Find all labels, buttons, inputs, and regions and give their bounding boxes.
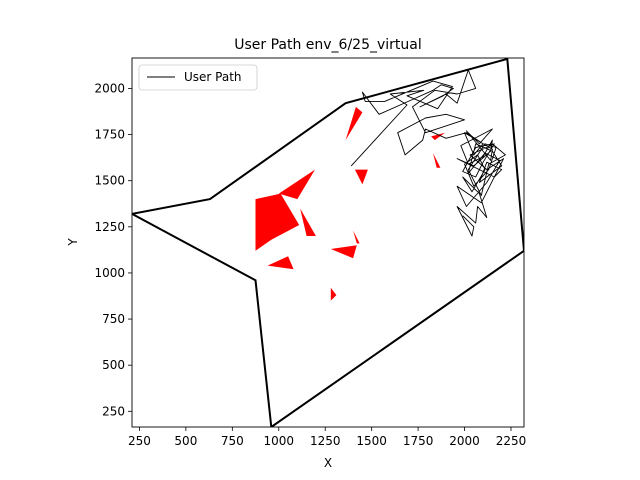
- chart-title: User Path env_6/25_virtual: [234, 37, 422, 53]
- x-tick-label: 250: [128, 434, 151, 448]
- x-tick-label: 750: [221, 434, 244, 448]
- legend: User Path: [138, 64, 258, 91]
- x-tick-label: 1000: [263, 434, 294, 448]
- x-tick-label: 2000: [449, 434, 480, 448]
- obstacle-3: [300, 208, 316, 236]
- x-tick-label: 500: [174, 434, 197, 448]
- obstacle-1: [255, 193, 300, 251]
- y-tick-label: 500: [102, 358, 125, 372]
- y-tick-label: 750: [102, 312, 125, 326]
- obstacle-9: [330, 287, 337, 301]
- y-tick-label: 250: [102, 404, 125, 418]
- series-user-path: [350, 69, 506, 237]
- obstacle-7: [353, 230, 360, 244]
- obstacle-6: [330, 245, 357, 259]
- x-tick-label: 1500: [356, 434, 387, 448]
- plot-frame: [131, 57, 525, 428]
- plot-layer: [132, 58, 524, 427]
- obstacle-10: [431, 132, 445, 141]
- obstacle-11: [433, 153, 441, 168]
- legend-entry-user-path: User Path: [184, 70, 242, 84]
- x-tick-label: 2250: [496, 434, 527, 448]
- y-tick-label: 1500: [94, 174, 125, 188]
- obstacle-2: [278, 169, 315, 200]
- obstacle-8: [267, 256, 294, 270]
- ticks-layer: 250 500 750 1000 1250 1500 1750 2000 2250 250 500 7…: [94, 81, 526, 448]
- obstacle-5: [354, 169, 368, 185]
- obstacle-4: [345, 106, 363, 141]
- y-tick-label: 2000: [94, 81, 125, 95]
- legend-box: [138, 64, 258, 91]
- boundary-outline: [132, 58, 524, 427]
- x-axis-label: X: [324, 456, 332, 470]
- x-tick-label: 1750: [403, 434, 434, 448]
- y-tick-label: 1250: [94, 220, 125, 234]
- y-axis-label: Y: [66, 238, 80, 247]
- y-tick-label: 1000: [94, 266, 125, 280]
- y-tick-label: 1750: [94, 128, 125, 142]
- x-tick-label: 1250: [310, 434, 341, 448]
